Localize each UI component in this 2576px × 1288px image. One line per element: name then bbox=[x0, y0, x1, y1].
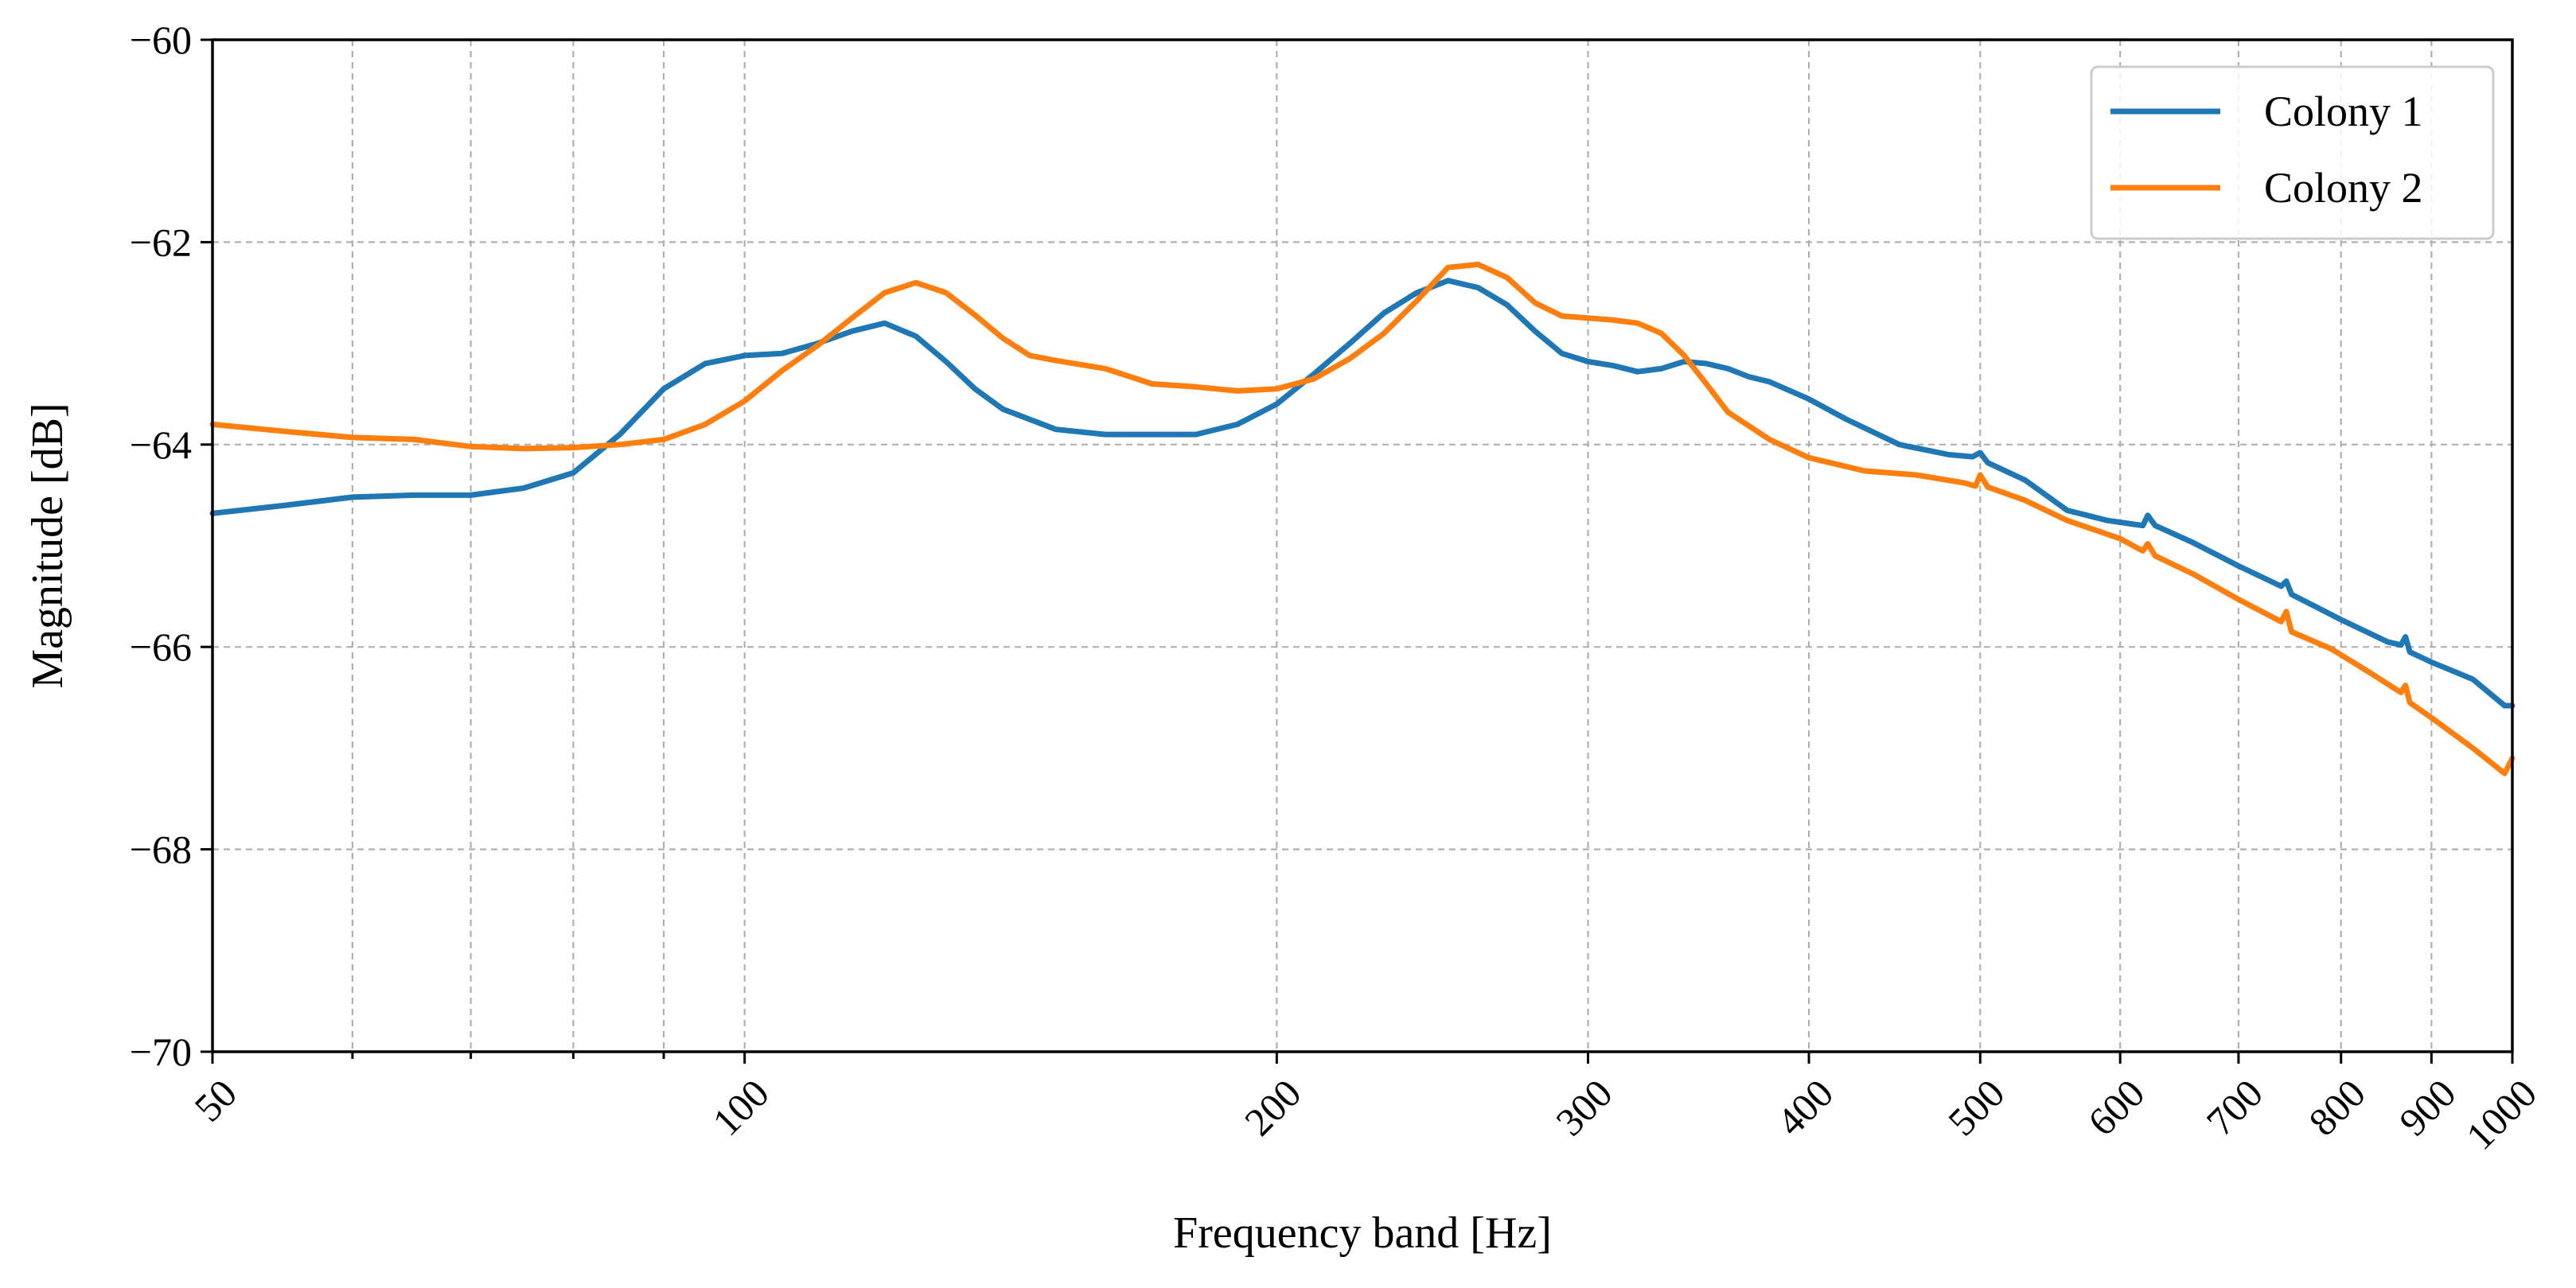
legend-label-colony-2: Colony 2 bbox=[2264, 164, 2423, 212]
y-axis-title: Magnitude [dB] bbox=[23, 403, 72, 688]
y-tick-label: −70 bbox=[130, 1029, 192, 1074]
y-tick-label: −68 bbox=[130, 827, 192, 872]
x-axis-title: Frequency band [Hz] bbox=[1173, 1208, 1552, 1258]
y-tick-label: −60 bbox=[130, 18, 192, 62]
y-tick-label: −64 bbox=[130, 422, 192, 467]
y-tick-labels: −70 −68 −66 −64 −62 −60 bbox=[130, 18, 192, 1074]
legend: Colony 1 Colony 2 bbox=[2090, 65, 2495, 240]
legend-label-colony-1: Colony 1 bbox=[2264, 88, 2423, 135]
y-tick-label: −66 bbox=[130, 625, 192, 669]
plot-frame bbox=[211, 38, 2514, 1053]
axis-ticks bbox=[201, 38, 2514, 1064]
series-lines bbox=[209, 261, 2516, 776]
series-line-colony-2 bbox=[209, 261, 2516, 776]
series-line-colony-1 bbox=[209, 278, 2516, 709]
y-tick-label: −62 bbox=[130, 220, 192, 264]
